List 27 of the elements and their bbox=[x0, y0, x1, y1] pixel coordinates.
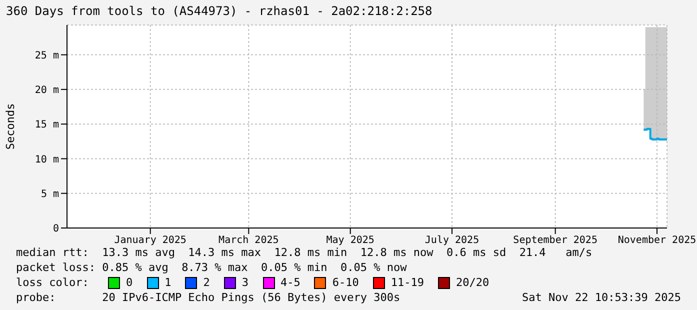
text: 3 bbox=[242, 276, 248, 289]
text: 0 bbox=[126, 276, 133, 289]
y-axis-title: Seconds bbox=[4, 103, 17, 150]
y-tick-label: 0 bbox=[52, 224, 59, 235]
x-tick-label: September 2025 bbox=[513, 235, 598, 246]
text: 11-19 bbox=[390, 276, 424, 289]
text: 20/20 bbox=[456, 276, 490, 289]
text: 1 bbox=[164, 276, 172, 289]
text: Sat Nov 22 10:53:39 2025 bbox=[522, 291, 681, 304]
x-tick-label: January 2025 bbox=[114, 235, 186, 246]
y-tick-label: 5 m bbox=[40, 188, 59, 200]
text: median rtt: 13.3 ms avg 14.3 ms max 12.8 ms min 12.8 ms now 0.6 ms sd 21.4 am/s bbox=[16, 246, 592, 259]
text: 2 bbox=[203, 276, 210, 289]
text: 4-5 bbox=[280, 276, 300, 289]
y-tick-label: 15 m bbox=[34, 120, 59, 131]
x-tick-label: May 2025 bbox=[326, 235, 374, 246]
x-tick-label: March 2025 bbox=[218, 235, 279, 246]
chart-title: 360 Days from tools to (AS44973) - rzhas01 - 2a02:218:2:258 bbox=[6, 4, 432, 18]
text: probe: 20 IPv6-ICMP Echo Pings (56 Bytes) every 300s bbox=[16, 291, 400, 304]
y-tick-label: 20 m bbox=[34, 84, 59, 96]
x-tick-label: July 2025 bbox=[424, 235, 480, 246]
text: packet loss: 0.85 % avg 8.73 % max 0.05 % min 0.05 % now bbox=[16, 261, 407, 274]
x-tick-label: November 2025 bbox=[618, 235, 696, 246]
text: loss color: bbox=[16, 276, 90, 289]
y-tick-label: 10 m bbox=[34, 154, 59, 166]
y-tick-label: 25 m bbox=[34, 50, 59, 62]
text: 6-10 bbox=[332, 276, 359, 289]
